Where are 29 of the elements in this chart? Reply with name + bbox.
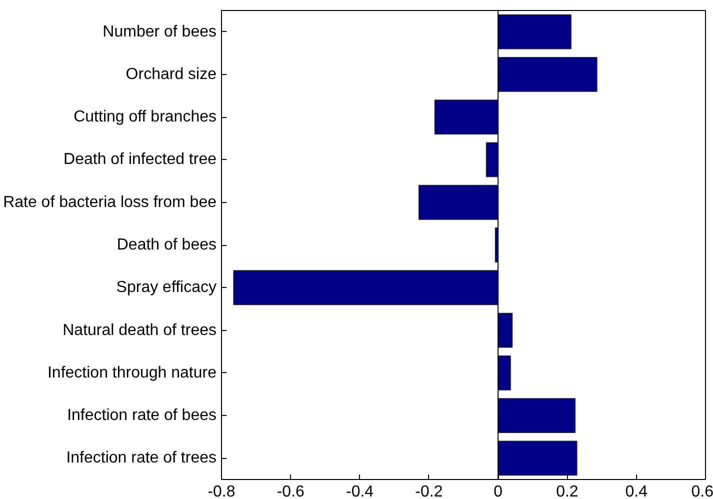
x-tick-label: -0.4 (346, 484, 374, 499)
bar (498, 312, 513, 348)
y-tick-label: Death of bees (116, 236, 216, 254)
bar (498, 355, 511, 390)
y-tick-label: Rate of bacteria loss from bee (3, 194, 217, 211)
x-tick-label: -0.6 (276, 484, 305, 499)
y-tick-label: Infection rate of trees (66, 450, 217, 467)
y-tick-label: Natural death of trees (62, 322, 217, 339)
bar (233, 270, 498, 306)
y-tick-label: Infection rate of bees (67, 407, 217, 424)
bar (486, 142, 498, 178)
x-tick-label: 0.2 (556, 484, 578, 499)
bar (498, 14, 572, 50)
x-tick-label: -0.8 (208, 484, 236, 499)
bar (498, 398, 576, 433)
bar (434, 100, 498, 135)
x-tick-label: -0.2 (415, 484, 443, 499)
y-tick-label: Orchard size (126, 66, 217, 83)
y-tick-label: Cutting off branches (74, 108, 216, 126)
bar (498, 57, 598, 92)
x-tick-label: 0.6 (691, 484, 713, 499)
y-tick-label: Infection through nature (47, 364, 217, 382)
bar (418, 184, 498, 220)
y-tick-label: Number of bees (102, 23, 217, 40)
x-tick-label: 0.4 (625, 484, 648, 499)
bar (498, 440, 578, 476)
y-tick-label: Death of infected tree (64, 151, 217, 168)
y-tick-label: Spray efficacy (116, 279, 217, 296)
x-tick-label: 0 (494, 484, 503, 499)
